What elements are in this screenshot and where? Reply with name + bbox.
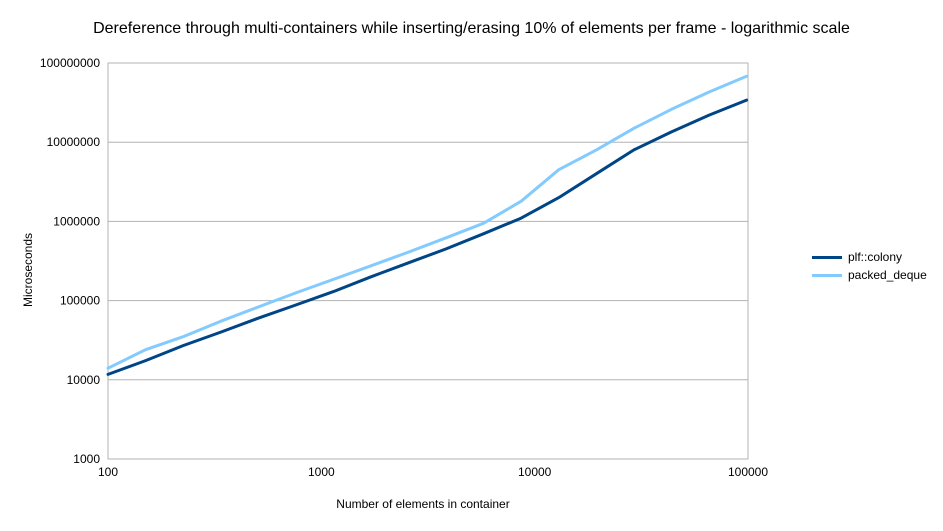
grid-lines	[107, 62, 749, 460]
chart-title: Dereference through multi-containers whi…	[93, 20, 850, 37]
y-tick-label: 100000000	[40, 56, 100, 70]
legend-swatch-plf-colony	[812, 255, 842, 259]
legend-item-plf-colony: plf::colony	[812, 248, 927, 266]
legend-label-plf-colony: plf::colony	[848, 250, 903, 264]
series-lines	[106, 74, 749, 376]
y-tick-label: 100000	[60, 294, 100, 308]
y-tick-labels: 1000 10000 100000 1000000 10000000 100000000	[40, 56, 100, 466]
legend-label-packed-deque: packed_deque	[848, 268, 927, 282]
y-tick-label: 1000	[73, 452, 100, 466]
series-line-packed-deque	[106, 74, 749, 370]
x-tick-label: 1000	[308, 465, 335, 479]
legend: plf::colony packed_deque	[812, 248, 927, 284]
legend-swatch-packed-deque	[812, 273, 842, 277]
plot-frame	[107, 62, 749, 460]
y-tick-label: 10000000	[47, 135, 101, 149]
y-tick-label: 10000	[67, 373, 101, 387]
x-tick-labels: 100 1000 10000 100000	[98, 465, 768, 479]
y-axis-label: Microseconds	[21, 233, 35, 307]
x-tick-label: 10000	[518, 465, 552, 479]
y-tick-label: 1000000	[53, 214, 100, 228]
x-tick-label: 100000	[728, 465, 768, 479]
x-axis-label: Number of elements in container	[336, 497, 509, 511]
series-line-plf-colony	[106, 98, 749, 376]
x-tick-label: 100	[98, 465, 118, 479]
legend-item-packed-deque: packed_deque	[812, 266, 927, 284]
